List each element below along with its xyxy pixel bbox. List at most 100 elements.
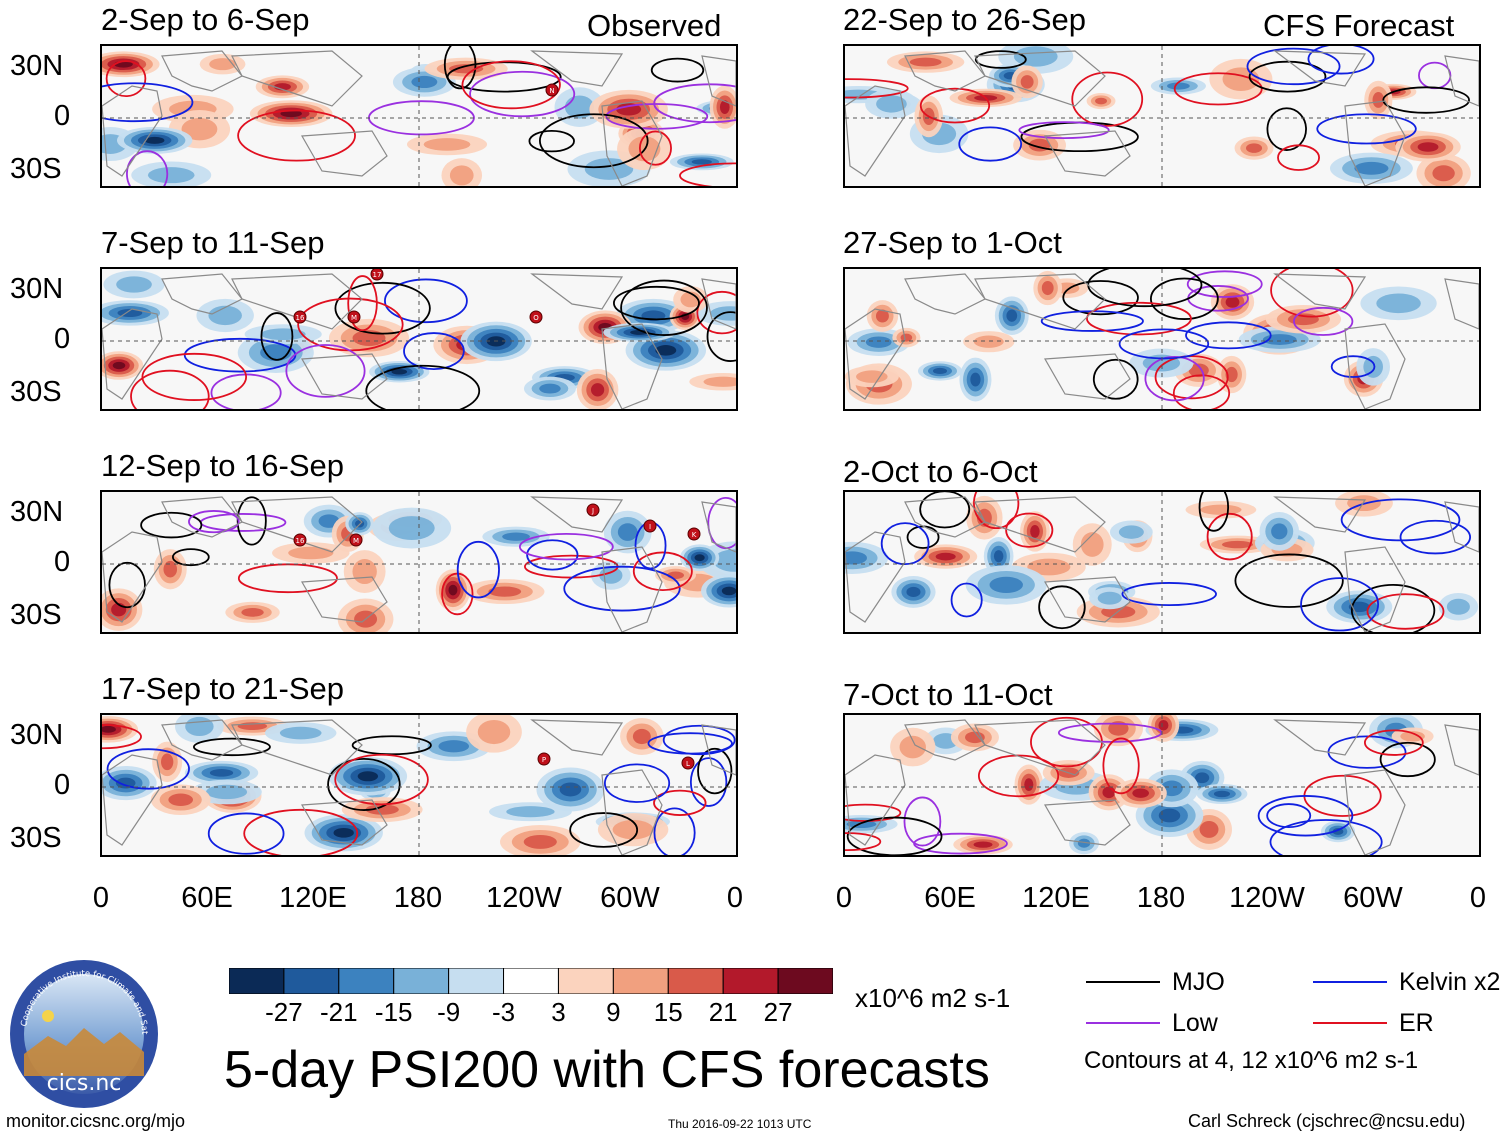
colorbar-label: -3: [491, 997, 516, 1027]
negative-anomaly-region: [206, 784, 248, 800]
colorbar-swatch: [503, 967, 559, 995]
lon-tick: 0: [1469, 882, 1487, 914]
coastline: [301, 353, 388, 400]
coastline: [701, 724, 736, 776]
negative-anomaly-region: [713, 549, 736, 572]
lat-0: 0: [54, 323, 71, 355]
negative-anomaly-region: [1097, 591, 1122, 605]
contour-line: [1270, 269, 1354, 318]
lon-tick: 60W: [600, 882, 660, 914]
storm-marker-label: K: [692, 531, 697, 539]
storm-marker: J: [586, 503, 600, 517]
contour-line: [689, 757, 728, 807]
negative-anomaly-region: [260, 328, 306, 341]
negative-anomaly-region: [1271, 523, 1288, 540]
contour-line: [456, 540, 500, 599]
colorbar-label: -15: [374, 997, 413, 1027]
negative-anomaly-region: [185, 716, 214, 737]
positive-anomaly-region: [423, 138, 471, 151]
contour-line: [188, 510, 240, 534]
positive-anomaly-region: [241, 608, 264, 617]
contour-line: [193, 737, 271, 757]
negative-anomaly-region: [1013, 46, 1058, 67]
coastline: [231, 496, 363, 553]
positive-anomaly-region: [181, 118, 218, 141]
contour-line: [1399, 519, 1472, 555]
coastline: [1044, 799, 1131, 846]
contour-line: [469, 70, 576, 118]
lat-0: 0: [54, 769, 71, 801]
contour-line: [518, 532, 614, 561]
storm-marker-label: L: [686, 760, 690, 768]
contour-line: [126, 150, 169, 186]
coastline: [701, 501, 736, 553]
coastline: [601, 769, 663, 855]
positive-anomaly-region: [1158, 719, 1169, 731]
storm-marker-label: O: [533, 314, 539, 322]
storm-marker-label: N: [549, 87, 554, 95]
lat-30n: 30N: [10, 496, 64, 528]
contour-line: [1248, 60, 1327, 93]
contour-line: [1092, 358, 1139, 400]
negative-anomaly-region: [1195, 772, 1210, 784]
lon-tick: 120E: [1022, 882, 1090, 914]
positive-anomaly-region: [1417, 142, 1439, 152]
storm-marker: K: [687, 527, 701, 541]
negative-anomaly-region: [1006, 309, 1018, 322]
positive-anomaly-region: [856, 370, 888, 383]
positive-anomaly-region: [935, 552, 956, 561]
negative-anomaly-region: [506, 806, 555, 818]
negative-anomaly-region: [357, 771, 379, 782]
negative-anomaly-region: [865, 336, 892, 348]
negative-anomaly-region: [279, 726, 322, 740]
negative-anomaly-region: [391, 368, 408, 375]
coastline: [1273, 50, 1367, 87]
positive-anomaly-region: [352, 559, 377, 585]
coastline: [231, 273, 363, 330]
footer-url[interactable]: monitor.cicsnc.org/mjo: [6, 1111, 186, 1131]
colorbar-swatch: [777, 967, 834, 995]
lon-tick: 0: [835, 882, 853, 914]
storm-marker: 16: [293, 533, 307, 547]
colorbar-swatch: [557, 967, 614, 995]
coastline: [161, 50, 243, 92]
positive-anomaly-region: [900, 333, 913, 342]
cfs-forecast-label: CFS Forecast: [1263, 8, 1455, 43]
negative-anomaly-region: [989, 576, 1023, 593]
coastline: [904, 273, 986, 315]
positive-anomaly-region: [365, 804, 399, 815]
storm-marker: N: [545, 83, 559, 97]
negative-anomaly-region: [333, 828, 354, 838]
contour-line: [285, 344, 366, 398]
coastline: [1044, 353, 1131, 400]
contour-line: [1005, 512, 1054, 548]
coastline: [301, 576, 388, 623]
contour-line: [443, 46, 477, 90]
positive-anomaly-region: [288, 546, 334, 560]
contour-line: [620, 279, 708, 336]
negative-anomaly-region: [438, 740, 470, 753]
coastline: [1444, 724, 1479, 776]
coastline: [102, 531, 163, 623]
positive-anomaly-region: [632, 728, 651, 745]
contour-line: [1172, 374, 1231, 409]
contour-line: [1364, 729, 1424, 756]
contour-line: [696, 290, 736, 335]
contour-line: [102, 724, 142, 750]
logo-text: cics.nc: [47, 1071, 122, 1096]
contour-line: [977, 754, 1060, 798]
contour-line: [236, 496, 267, 546]
coastline: [1344, 100, 1406, 186]
contour-line: [632, 551, 693, 592]
contour-line: [1185, 321, 1272, 350]
coastline: [1344, 546, 1406, 632]
contour-line: [845, 832, 882, 852]
storm-marker: 16: [293, 310, 307, 324]
coastline: [904, 50, 986, 92]
negative-anomaly-region: [876, 95, 907, 113]
positive-anomaly-region: [1222, 540, 1254, 549]
legend-line-low: [1086, 1022, 1160, 1024]
negative-anomaly-region: [1376, 293, 1421, 314]
contour-line: [1379, 741, 1436, 778]
positive-anomaly-region: [1132, 788, 1149, 798]
